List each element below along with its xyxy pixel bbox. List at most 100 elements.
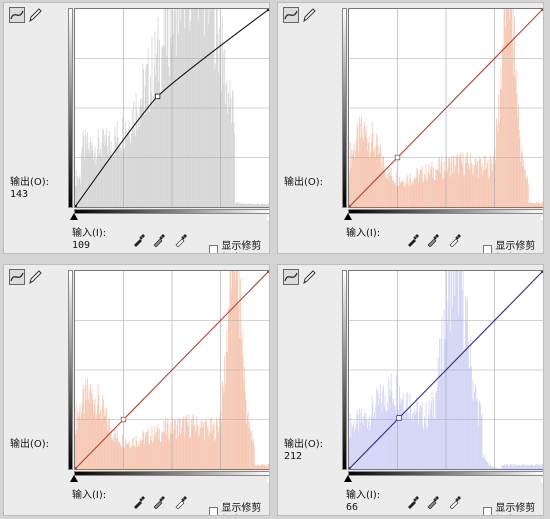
histogram-bar bbox=[89, 153, 91, 207]
eyedropper-black-icon[interactable] bbox=[132, 495, 146, 509]
curve-icon[interactable] bbox=[283, 7, 299, 23]
eyedropper-gray-icon[interactable] bbox=[152, 495, 166, 509]
white-point-slider[interactable] bbox=[539, 212, 543, 220]
histogram-bar bbox=[478, 402, 480, 469]
histogram-bar bbox=[409, 393, 411, 469]
histogram-bar bbox=[146, 63, 148, 207]
eyedropper-black-icon[interactable] bbox=[132, 233, 146, 247]
histogram-bar bbox=[403, 409, 405, 469]
histogram-bar bbox=[84, 158, 85, 207]
histogram-bar bbox=[497, 468, 499, 469]
histogram-bar bbox=[224, 49, 226, 207]
histogram-bar bbox=[104, 134, 106, 207]
histogram-bar bbox=[411, 414, 413, 469]
histogram-bar bbox=[121, 150, 123, 207]
eyedropper-white-icon[interactable] bbox=[174, 495, 188, 509]
histogram-bar bbox=[436, 170, 437, 207]
histogram-bar bbox=[453, 155, 455, 207]
show-clipping-checkbox[interactable]: 显示修剪(W) bbox=[483, 499, 543, 515]
histogram-bar bbox=[389, 175, 391, 207]
curve-graph[interactable] bbox=[74, 270, 269, 470]
output-value[interactable]: 143 bbox=[10, 189, 29, 200]
histogram-bar bbox=[87, 149, 89, 207]
histogram-bar bbox=[156, 431, 157, 469]
histogram-bar bbox=[75, 169, 77, 207]
curve-icon[interactable] bbox=[9, 7, 25, 23]
histogram-bar bbox=[263, 464, 265, 469]
eyedropper-white-icon[interactable] bbox=[448, 233, 462, 247]
histogram-bar bbox=[83, 388, 85, 469]
histogram-bar bbox=[440, 338, 442, 469]
histogram-bar bbox=[474, 159, 476, 207]
histogram-bar bbox=[403, 184, 405, 207]
histogram-bar bbox=[395, 409, 397, 469]
input-value[interactable]: 109 bbox=[72, 240, 91, 251]
histogram-bar bbox=[518, 129, 520, 207]
curve-icon[interactable] bbox=[9, 269, 25, 285]
pencil-icon[interactable] bbox=[302, 269, 316, 285]
histogram-bar bbox=[416, 168, 418, 207]
histogram-bar bbox=[448, 157, 450, 207]
black-point-slider[interactable] bbox=[344, 213, 352, 220]
curve-icon[interactable] bbox=[283, 269, 299, 285]
curve-graph[interactable] bbox=[74, 8, 269, 208]
histogram-bar bbox=[520, 161, 522, 207]
white-point-slider[interactable] bbox=[265, 474, 269, 482]
histogram-bar bbox=[87, 132, 88, 207]
histogram-bar bbox=[215, 63, 217, 207]
checkbox[interactable] bbox=[483, 506, 493, 515]
eyedropper-black-icon[interactable] bbox=[406, 495, 420, 509]
histogram-bar bbox=[364, 131, 366, 207]
input-value[interactable]: 66 bbox=[346, 502, 359, 513]
eyedropper-white-icon[interactable] bbox=[174, 233, 188, 247]
eyedropper-gray-icon[interactable] bbox=[152, 233, 166, 247]
show-clipping-label: 显示修剪(W) bbox=[221, 503, 262, 515]
histogram-bar bbox=[435, 169, 437, 207]
histogram-bar bbox=[160, 442, 162, 469]
white-point-slider[interactable] bbox=[539, 474, 543, 482]
eyedropper-black-icon[interactable] bbox=[406, 233, 420, 247]
black-point-slider[interactable] bbox=[70, 475, 78, 482]
histogram-bar bbox=[405, 177, 407, 207]
histogram-bar bbox=[434, 180, 436, 207]
histogram-bar bbox=[505, 26, 506, 207]
input-gradient-bar bbox=[348, 471, 543, 476]
pencil-icon[interactable] bbox=[302, 7, 316, 23]
output-value[interactable]: 212 bbox=[284, 451, 303, 462]
histogram-bar bbox=[467, 342, 469, 469]
checkbox[interactable] bbox=[483, 244, 493, 253]
eyedropper-gray-icon[interactable] bbox=[426, 495, 440, 509]
histogram-bar bbox=[90, 137, 91, 207]
black-point-slider[interactable] bbox=[70, 213, 78, 220]
histogram-bar bbox=[112, 439, 113, 469]
curve-graph[interactable] bbox=[348, 8, 543, 208]
checkbox[interactable] bbox=[209, 244, 219, 253]
histogram-bar bbox=[524, 464, 526, 469]
histogram-bar bbox=[408, 183, 409, 207]
histogram-bar bbox=[225, 84, 227, 207]
curve-end-point bbox=[541, 271, 543, 273]
histogram-bar bbox=[368, 136, 370, 207]
eyedropper-gray-icon[interactable] bbox=[426, 233, 440, 247]
histogram-bar bbox=[132, 446, 134, 469]
white-point-slider[interactable] bbox=[265, 212, 269, 220]
histogram-bar bbox=[383, 385, 384, 469]
show-clipping-checkbox[interactable]: 显示修剪(W) bbox=[209, 499, 269, 515]
show-clipping-checkbox[interactable]: 显示修剪(W) bbox=[483, 237, 543, 253]
black-point-slider[interactable] bbox=[344, 475, 352, 482]
histogram-bar bbox=[220, 42, 222, 207]
histogram-bar bbox=[493, 164, 495, 207]
pencil-icon[interactable] bbox=[28, 269, 42, 285]
histogram-bar bbox=[251, 439, 253, 469]
eyedropper-white-icon[interactable] bbox=[448, 495, 462, 509]
pencil-icon[interactable] bbox=[28, 7, 42, 23]
curve-graph[interactable] bbox=[348, 270, 543, 470]
show-clipping-checkbox[interactable]: 显示修剪(W) bbox=[209, 237, 269, 253]
histogram-bar bbox=[134, 445, 135, 469]
histogram-bar bbox=[413, 179, 415, 207]
output-gradient-bar bbox=[68, 8, 73, 208]
histogram-bar bbox=[144, 85, 146, 207]
checkbox[interactable] bbox=[209, 506, 219, 515]
histogram-bar bbox=[191, 424, 193, 469]
histogram-bar bbox=[528, 203, 530, 207]
